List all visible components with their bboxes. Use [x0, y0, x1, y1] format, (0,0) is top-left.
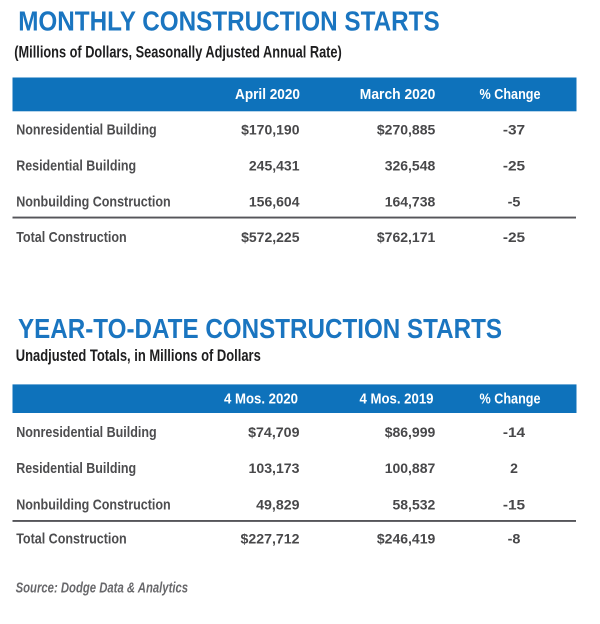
svg-text:$227,712: $227,712 [241, 530, 300, 546]
svg-text:April 2020: April 2020 [235, 87, 300, 103]
svg-text:Nonbuilding Construction: Nonbuilding Construction [16, 193, 171, 210]
svg-text:Source: Dodge Data & Analytics: Source: Dodge Data & Analytics [16, 579, 189, 596]
svg-text:Total Construction: Total Construction [16, 530, 127, 547]
svg-text:326,548: 326,548 [385, 157, 436, 173]
svg-text:Nonbuilding Construction: Nonbuilding Construction [16, 496, 171, 513]
svg-text:Unadjusted Totals, in Millions: Unadjusted Totals, in Millions of Dollar… [16, 347, 261, 365]
svg-text:Residential Building: Residential Building [16, 157, 136, 174]
svg-text:100,887: 100,887 [385, 460, 436, 476]
svg-text:-5: -5 [508, 193, 521, 209]
svg-text:$74,709: $74,709 [248, 424, 300, 440]
svg-text:% Change: % Change [480, 87, 541, 103]
svg-text:-25: -25 [503, 157, 526, 173]
svg-text:March 2020: March 2020 [360, 87, 436, 103]
svg-text:% Change: % Change [480, 392, 541, 408]
svg-text:$572,225: $572,225 [241, 229, 300, 245]
svg-text:MONTHLY CONSTRUCTION STARTS: MONTHLY CONSTRUCTION STARTS [18, 6, 440, 37]
svg-text:Nonresidential Building: Nonresidential Building [16, 424, 157, 441]
svg-text:103,173: 103,173 [249, 460, 300, 476]
svg-text:245,431: 245,431 [249, 157, 300, 173]
svg-text:4 Mos. 2020: 4 Mos. 2020 [224, 392, 298, 408]
svg-text:-8: -8 [508, 530, 521, 546]
svg-text:164,738: 164,738 [385, 193, 436, 209]
svg-text:-25: -25 [503, 229, 526, 245]
svg-text:$762,171: $762,171 [377, 229, 436, 245]
svg-text:4 Mos. 2019: 4 Mos. 2019 [360, 392, 434, 408]
svg-text:2: 2 [510, 460, 518, 476]
svg-text:YEAR-TO-DATE CONSTRUCTION STAR: YEAR-TO-DATE CONSTRUCTION STARTS [18, 313, 502, 344]
svg-text:49,829: 49,829 [256, 496, 300, 512]
svg-text:-15: -15 [503, 496, 526, 512]
svg-text:Residential Building: Residential Building [16, 460, 136, 477]
svg-text:-37: -37 [503, 122, 526, 138]
svg-text:$86,999: $86,999 [385, 424, 436, 440]
svg-text:$270,885: $270,885 [377, 122, 436, 138]
svg-text:58,532: 58,532 [393, 496, 436, 512]
svg-text:-14: -14 [503, 424, 526, 440]
svg-text:$170,190: $170,190 [241, 122, 300, 138]
svg-text:(Millions of Dollars, Seasonal: (Millions of Dollars, Seasonally Adjuste… [14, 44, 342, 62]
svg-text:Nonresidential Building: Nonresidential Building [16, 122, 157, 139]
svg-text:Total Construction: Total Construction [16, 229, 127, 246]
svg-text:156,604: 156,604 [249, 193, 300, 209]
svg-text:$246,419: $246,419 [377, 530, 436, 546]
